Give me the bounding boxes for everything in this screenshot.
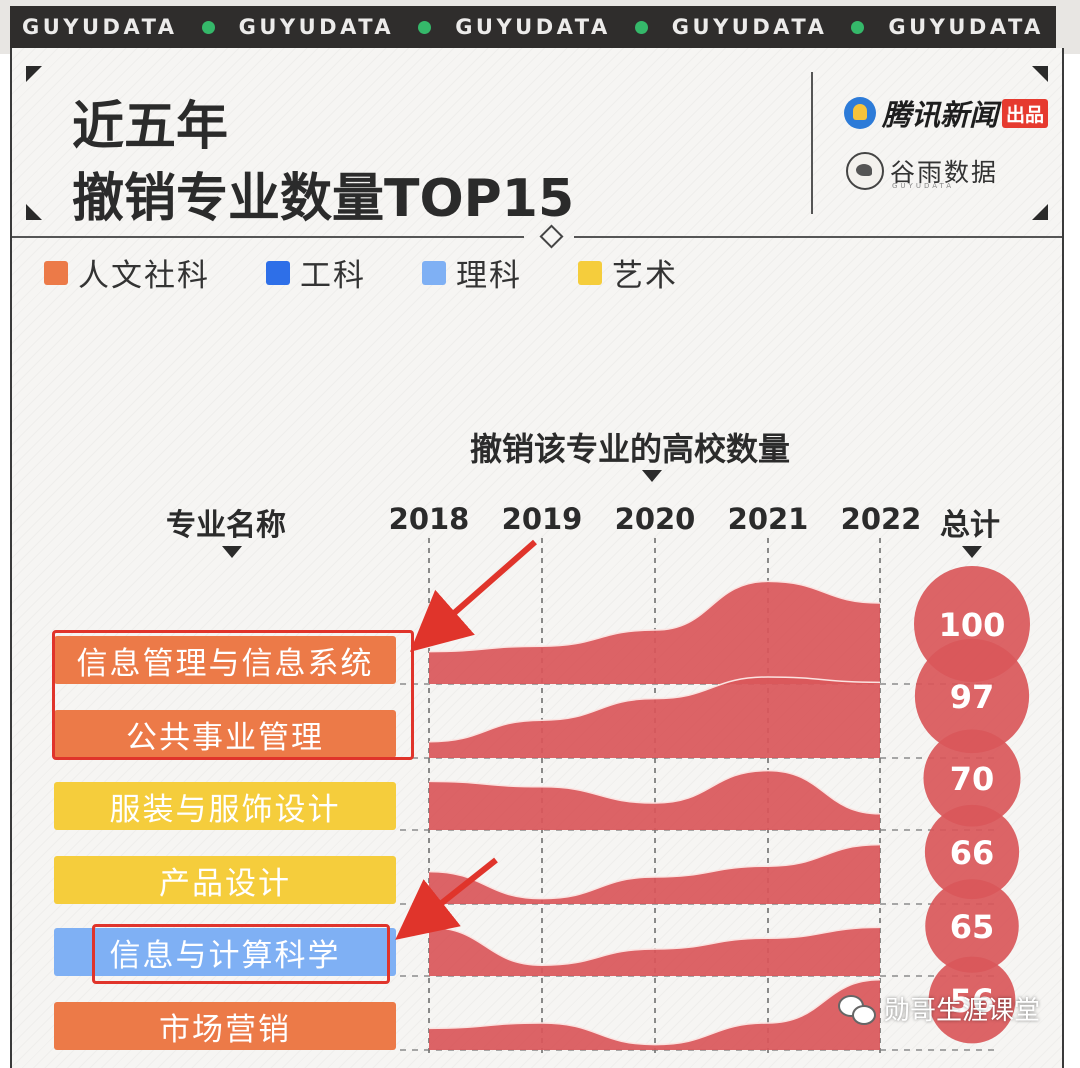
- banner-strip: GUYUDATA GUYUDATA GUYUDATA GUYUDATA GUYU…: [10, 6, 1056, 48]
- legend-item: 艺术: [578, 250, 678, 295]
- banner-text: GUYUDATA: [238, 15, 395, 39]
- year-label: 2022: [840, 502, 922, 536]
- banner-text: GUYUDATA: [22, 15, 178, 39]
- highlight-box: [52, 630, 414, 760]
- legend-item: 工科: [266, 250, 366, 295]
- major-label: 公共事业管理: [54, 710, 396, 758]
- banner-dot: [201, 20, 215, 34]
- chart-title-arrow-icon: [642, 470, 662, 482]
- legend-swatch: [44, 260, 68, 285]
- legend: 人文社科 工科 理科 艺术: [44, 250, 734, 295]
- year-label: 2018: [388, 502, 470, 536]
- page-title-line2: 撤销专业数量TOP15: [72, 169, 575, 229]
- legend-label: 理科: [456, 258, 522, 294]
- legend-swatch: [422, 260, 446, 285]
- page-title-line1: 近五年: [72, 97, 229, 157]
- guyu-mascot-icon: [846, 152, 884, 190]
- brand1-tag: 出品: [1002, 98, 1049, 128]
- header-rule-right: [574, 236, 1062, 238]
- legend-swatch: [266, 260, 290, 285]
- brand2-subtext: GUYUDATA: [892, 182, 954, 190]
- major-label: 信息与计算科学: [54, 928, 396, 976]
- watermark: 勋哥生涯课堂: [838, 990, 1040, 1027]
- bell-icon: [844, 97, 876, 129]
- banner-text: GUYUDATA: [455, 15, 611, 39]
- legend-label: 工科: [300, 258, 366, 294]
- major-label: 信息管理与信息系统: [54, 636, 396, 684]
- year-label: 2019: [501, 502, 583, 536]
- major-label: 服装与服饰设计: [54, 782, 396, 830]
- wechat-icon: [838, 993, 878, 1025]
- legend-label: 人文社科: [78, 258, 210, 294]
- year-label: 2021: [727, 502, 809, 536]
- top-banner: GUYUDATA GUYUDATA GUYUDATA GUYUDATA GUYU…: [0, 0, 1080, 54]
- infographic-frame: 近五年 撤销专业数量TOP15 腾讯新闻 出品 谷雨数据 GUYUDATA: [10, 48, 1064, 1068]
- header-rule-left: [12, 236, 524, 238]
- major-label: 市场营销: [54, 1002, 396, 1050]
- total-header: 总计: [940, 508, 1000, 543]
- row-header: 专业名称: [166, 508, 286, 543]
- corner-mark: [26, 66, 42, 82]
- banner-text: GUYUDATA: [671, 15, 828, 39]
- banner-dot: [851, 20, 865, 34]
- legend-swatch: [578, 260, 602, 285]
- total-header-arrow-icon: [962, 546, 982, 558]
- header-divider: [811, 72, 813, 214]
- legend-item: 理科: [422, 250, 522, 295]
- corner-mark: [1032, 204, 1048, 220]
- highlight-box: [92, 924, 390, 984]
- chart-title: 撤销该专业的高校数量: [470, 430, 791, 468]
- year-label: 2020: [614, 502, 696, 536]
- major-label: 产品设计: [54, 856, 396, 904]
- tencent-news-logo: 腾讯新闻 出品: [844, 92, 1049, 134]
- row-header-arrow-icon: [222, 546, 242, 558]
- banner-dot: [634, 20, 648, 34]
- banner-dot: [418, 20, 432, 34]
- brand2-text: 谷雨数据: [890, 158, 999, 187]
- legend-item: 人文社科: [44, 250, 210, 295]
- corner-mark: [26, 204, 42, 220]
- guyu-data-logo: 谷雨数据 GUYUDATA: [846, 152, 998, 190]
- legend-label: 艺术: [612, 258, 678, 294]
- brand1-text: 腾讯新闻: [882, 98, 999, 132]
- watermark-text: 勋哥生涯课堂: [884, 996, 1041, 1026]
- corner-mark: [1032, 66, 1048, 82]
- banner-text: GUYUDATA: [888, 15, 1044, 39]
